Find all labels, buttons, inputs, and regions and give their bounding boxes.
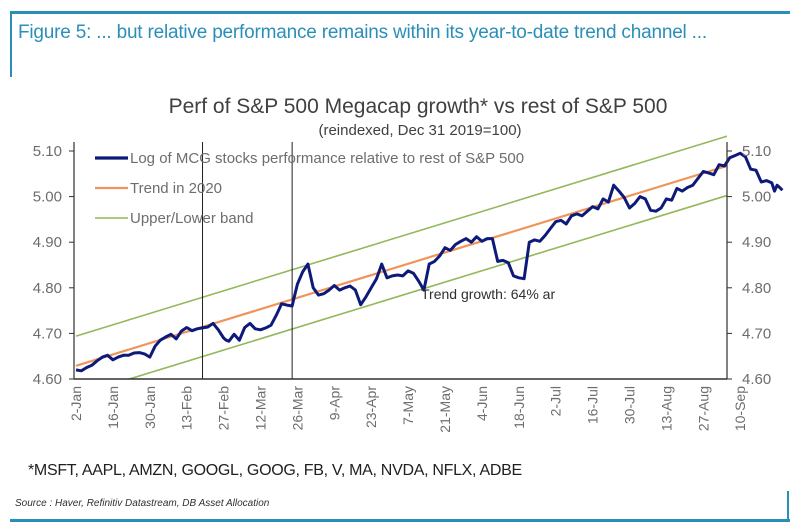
y-tick-label: 4.70 [33, 325, 62, 342]
secondary-y-axis-ticks: 4.60 4.70 4.80 4.90 5.00 5.10 [727, 143, 771, 388]
main-series-line [75, 151, 784, 373]
x-tick-label: 12-Mar [253, 386, 269, 431]
secondary-y-tick-label: 4.70 [742, 325, 771, 342]
source-note: Source : Haver, Refinitiv Datastream, DB… [15, 498, 270, 509]
axes [73, 142, 728, 380]
x-tick-label: 27-Aug [695, 386, 711, 431]
x-tick-label: 27-Feb [216, 386, 232, 431]
secondary-y-tick-label: 4.90 [742, 234, 771, 251]
secondary-y-tick-label: 5.00 [742, 189, 771, 206]
footnote: *MSFT, AAPL, AMZN, GOOGL, GOOG, FB, V, M… [28, 462, 522, 479]
figure-frame-right [787, 491, 789, 521]
lower-band-line [126, 194, 727, 379]
legend: Log of MCG stocks performance relative t… [95, 150, 524, 227]
x-tick-label: 10-Sep [732, 386, 748, 431]
band-lines [75, 135, 727, 379]
x-tick-label: 21-May [437, 386, 453, 433]
x-tick-label: 23-Apr [363, 386, 379, 428]
figure-frame-bottom [10, 519, 790, 522]
chart-subtitle: (reindexed, Dec 31 2019=100) [0, 122, 800, 139]
x-tick-label: 4-Jun [474, 386, 490, 421]
figure-frame-top [10, 11, 790, 14]
x-tick-label: 18-Jun [511, 386, 527, 429]
chart-subtitle-text: (reindexed, Dec 31 2019=100) [318, 122, 522, 139]
figure-title: Figure 5: ... but relative performance r… [18, 22, 707, 43]
y-tick-label: 4.90 [33, 234, 62, 251]
trend-line [75, 164, 727, 367]
chart-title: Perf of S&P 500 Megacap growth* vs rest … [0, 95, 800, 119]
secondary-y-tick-label: 4.60 [742, 371, 771, 388]
y-tick-label: 4.80 [33, 280, 62, 297]
vertical-markers [202, 142, 293, 379]
trend-growth-annotation: Trend growth: 64% ar [421, 286, 555, 302]
x-tick-label: 2-Jan [68, 386, 84, 421]
legend-item-trend-label: Trend in 2020 [130, 180, 222, 197]
x-tick-label: 26-Mar [289, 386, 305, 431]
y-tick-label: 5.00 [33, 189, 62, 206]
main-series-group [75, 151, 784, 373]
y-tick-label: 4.60 [33, 371, 62, 388]
y-axis-ticks: 4.60 4.70 4.80 4.90 5.00 5.10 [33, 143, 74, 388]
legend-item-band-label: Upper/Lower band [130, 210, 253, 227]
x-tick-label: 9-Apr [326, 386, 342, 421]
trend-line-group [75, 164, 727, 367]
legend-item-mcg-label: Log of MCG stocks performance relative t… [130, 150, 524, 167]
x-tick-label: 7-May [400, 386, 416, 425]
annotations: Trend growth: 64% ar [421, 286, 555, 302]
x-tick-label: 13-Feb [179, 386, 195, 431]
x-tick-label: 2-Jul [548, 386, 564, 416]
chart-title-text: Perf of S&P 500 Megacap growth* vs rest … [168, 95, 668, 118]
y-tick-label: 5.10 [33, 143, 62, 160]
x-tick-label: 16-Jul [585, 386, 601, 424]
figure-frame-left [10, 11, 12, 77]
x-tick-label: 16-Jan [105, 386, 121, 429]
x-tick-label: 13-Aug [658, 386, 674, 431]
secondary-y-tick-label: 4.80 [742, 280, 771, 297]
x-axis-ticks: 2-Jan 16-Jan 30-Jan 13-Feb 27-Feb 12-Mar 26-Ma… [68, 386, 748, 433]
x-tick-label: 30-Jan [142, 386, 158, 429]
x-tick-label: 30-Jul [622, 386, 638, 424]
upper-band-line [75, 135, 727, 337]
secondary-y-tick-label: 5.10 [742, 143, 771, 160]
